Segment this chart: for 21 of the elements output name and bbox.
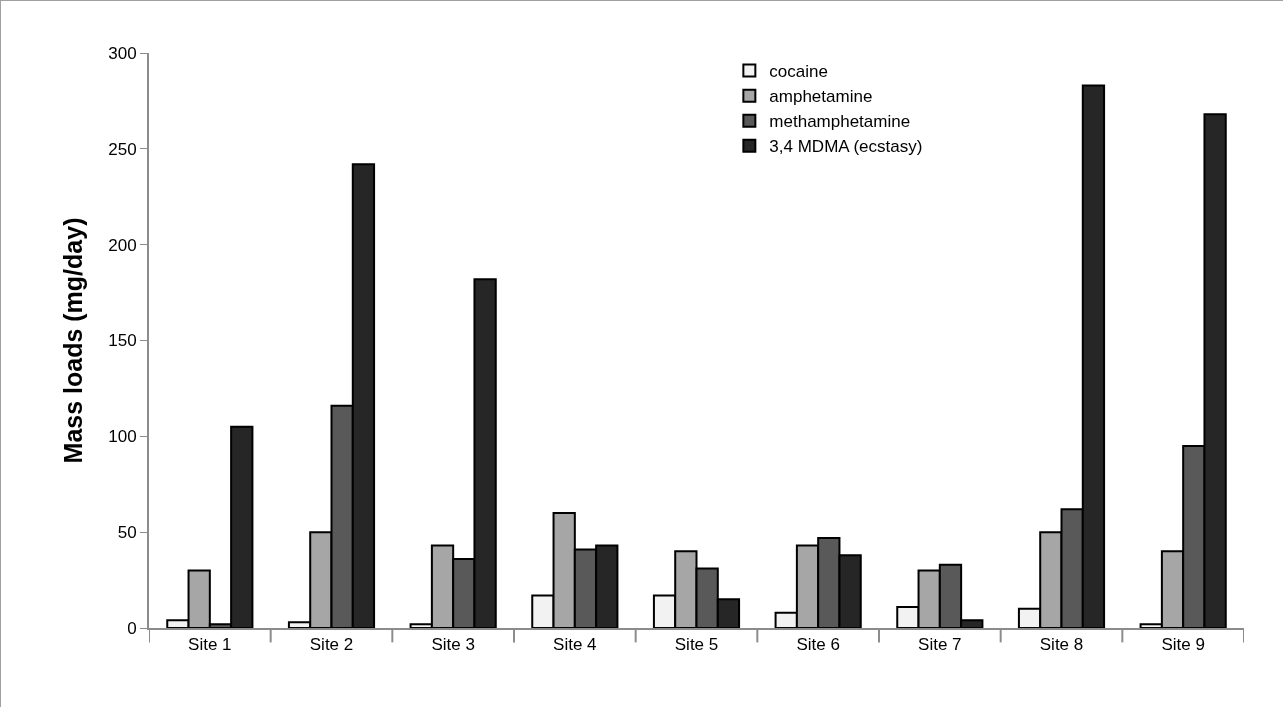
x-tick-label: Site 1: [188, 635, 232, 655]
y-tick-label: 100: [108, 427, 137, 447]
y-tick-label: 50: [117, 523, 137, 543]
x-tick-label: Site 4: [553, 635, 597, 655]
y-axis-title: Mass loads (mg/day): [59, 217, 88, 464]
x-tick-label: Site 9: [1161, 635, 1205, 655]
legend-label: cocaine: [769, 62, 828, 82]
y-tick-label: 150: [108, 331, 137, 351]
y-tick-label: 0: [127, 618, 137, 638]
y-tick-label: 250: [108, 139, 137, 159]
x-tick-label: Site 6: [796, 635, 840, 655]
x-tick-label: Site 5: [674, 635, 719, 655]
x-tick-label: Site 8: [1039, 635, 1084, 655]
y-tick-label: 300: [108, 43, 137, 63]
legend-label: 3,4 MDMA (ecstasy): [769, 137, 923, 157]
x-tick-label: Site 2: [309, 635, 354, 655]
y-tick-label: 200: [108, 235, 137, 255]
x-tick-label: Site 3: [431, 635, 475, 655]
x-tick-label: Site 7: [918, 635, 962, 655]
legend-label: methamphetamine: [769, 112, 911, 132]
legend-label: amphetamine: [769, 87, 873, 107]
